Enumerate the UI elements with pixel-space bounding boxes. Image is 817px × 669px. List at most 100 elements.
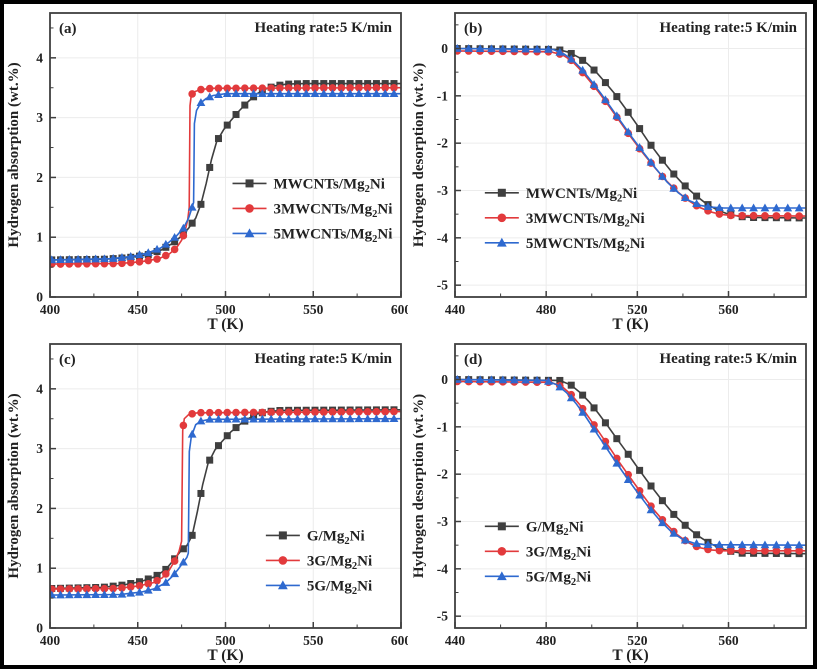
chart-text: -2 [437,136,448,151]
data-point [223,84,232,93]
data-point [100,584,109,593]
x-axis-label: T (K) [208,316,244,333]
axis-ticks [49,358,402,629]
data-point [590,404,598,412]
series-3G/Mg2Ni [50,407,402,593]
data-point [250,408,258,416]
data-point [188,90,197,98]
legend-label: 3G/Mg2Ni [307,553,372,572]
chart-text: 3 [37,110,44,125]
plot-area [50,80,402,269]
data-point [197,489,205,497]
data-point [276,84,284,93]
data-point [205,92,215,101]
panel-b-chart: 440 480 520 560 0 -1 -2 -3 -4 -5 T (K) Hydrogen des… [408,4,813,335]
data-point [590,66,598,74]
data-point [635,125,643,133]
data-point [566,393,576,402]
data-point [329,84,337,93]
data-point [152,582,162,591]
data-point [372,414,382,422]
data-point [82,254,92,263]
data-point [276,408,284,416]
legend-label: 5G/Mg2Ni [526,569,591,588]
data-point [310,414,320,423]
chart-text: -3 [437,183,448,198]
data-point [214,414,224,423]
data-point [328,89,338,98]
data-point [135,258,144,266]
data-point [691,538,701,547]
data-point [223,89,232,98]
data-point [589,424,599,433]
data-point [783,546,792,555]
data-point [328,414,338,423]
data-point [188,429,197,438]
data-point [635,466,643,474]
gridlines [454,13,806,298]
data-point [74,584,83,593]
gridlines [50,13,402,298]
data-point [231,414,241,423]
legend-label: 3MWCNTs/Mg2Ni [526,211,645,230]
data-point [302,89,311,98]
data-point [464,44,473,53]
data-point [135,250,145,259]
heating-rate-annotation: Heating rate:5 K/min [255,351,393,367]
data-point [91,254,101,263]
data-point [509,375,519,384]
chart-text: 440 [445,302,466,317]
data-point [319,89,329,98]
data-point [601,419,609,427]
chart-text: 440 [445,633,466,648]
chart-text: 450 [128,302,149,317]
data-point [214,408,223,417]
legend-marker [245,204,255,213]
data-point [152,245,162,253]
data-point [680,193,690,202]
series-3G/Mg2Ni [454,377,806,555]
data-point [381,89,390,98]
data-point [613,93,621,101]
data-point [153,571,161,579]
data-point [249,414,259,423]
chart-text: 480 [536,302,557,317]
data-point [657,172,667,181]
data-point [624,109,632,117]
data-point [355,80,363,88]
data-point [612,111,621,120]
data-point [555,382,564,391]
data-point [117,589,127,598]
data-point [127,582,135,591]
tick-labels: 440 480 520 560 0 -1 -2 -3 -4 -5 [437,41,739,317]
data-point [302,414,311,423]
data-point [390,407,399,416]
data-point [171,556,179,565]
data-point [390,80,398,88]
data-point [345,414,355,422]
chart-text: 0 [37,620,44,635]
data-point [302,84,311,93]
legend-label: MWCNTs/Mg2Ni [526,186,637,205]
data-point [241,101,249,109]
legend-marker [245,179,254,188]
data-point [162,569,170,578]
chart-text: -5 [437,608,448,623]
data-point [760,203,770,212]
chart-text: 560 [718,302,739,317]
heating-rate-annotation: Heating rate:5 K/min [255,20,393,36]
data-point [475,44,485,53]
data-point [144,248,153,257]
data-point [692,192,700,200]
legend-marker [278,555,288,565]
data-point [634,490,644,499]
data-point [302,80,310,88]
legend: G/Mg2Ni 3G/Mg2Ni 5G/Mg2Ni [266,528,372,597]
legend-marker [497,546,506,556]
data-point [338,80,346,88]
data-point [162,251,170,260]
x-axis-label: T (K) [612,647,648,664]
panel-letter: (a) [59,21,77,37]
data-point [669,528,678,537]
